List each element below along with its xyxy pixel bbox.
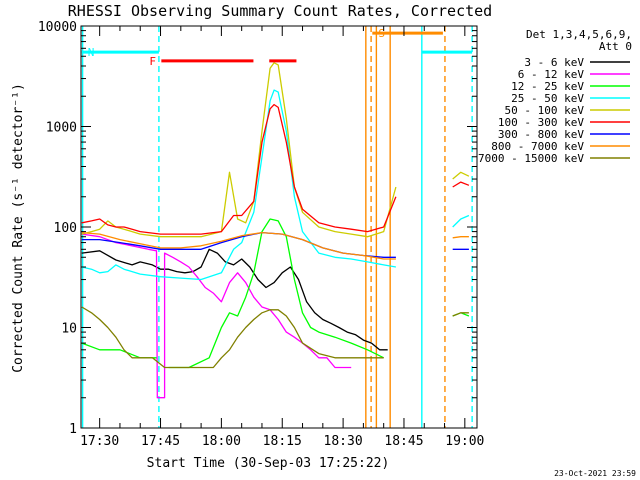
x-tick-label-3: 18:15 — [263, 434, 302, 449]
series-line-4-segment-0 — [81, 62, 397, 238]
y-tick-label-2: 100 — [54, 221, 77, 236]
legend-entry-label-8: 7000 - 15000 keV — [478, 152, 584, 165]
series-line-5-segment-1 — [452, 181, 470, 188]
marker-label-2: F — [149, 55, 156, 68]
marker-label-4: S — [378, 27, 385, 40]
x-tick-label-1: 17:45 — [141, 434, 180, 449]
series-group — [81, 62, 470, 399]
series-line-3-segment-1 — [452, 214, 470, 228]
x-tick-label-5: 18:45 — [384, 434, 423, 449]
x-tick-label-2: 18:00 — [202, 434, 241, 449]
legend-entry-label-0: 3 - 6 keV — [524, 56, 584, 69]
series-line-4-segment-1 — [452, 171, 470, 180]
series-line-3-segment-0 — [81, 89, 397, 281]
legend-entry-label-1: 6 - 12 keV — [518, 68, 585, 81]
y-tick-label-3: 1000 — [46, 121, 77, 136]
series-line-2-segment-1 — [168, 218, 384, 369]
legend-entry-label-2: 12 - 25 keV — [511, 80, 584, 93]
series-line-1-segment-0 — [81, 233, 352, 399]
x-axis-label: Start Time (30-Sep-03 17:25:22) — [147, 456, 390, 471]
series-line-7-segment-1 — [452, 236, 469, 239]
series-line-0-segment-0 — [81, 248, 388, 351]
x-tick-label-0: 17:30 — [80, 434, 119, 449]
plot-area: N F S 1 10 100 1000 10000 17:30 17:45 18:00 18:15 18… — [38, 20, 485, 449]
legend-entry-label-5: 100 - 300 keV — [498, 116, 584, 129]
legend-entry-label-6: 300 - 800 keV — [498, 128, 584, 141]
legend-title-line-1: Det 1,3,4,5,6,9, — [526, 28, 632, 41]
y-tick-label-1: 10 — [61, 322, 77, 337]
y-tick-label-4: 10000 — [38, 20, 77, 35]
legend-entry-label-7: 800 - 7000 keV — [491, 140, 584, 153]
series-line-7-segment-0 — [81, 231, 396, 260]
x-tick-label-4: 18:30 — [324, 434, 363, 449]
footer-timestamp: 23-Oct-2021 23:59 — [554, 469, 636, 478]
legend-title-line-2: Att 0 — [599, 40, 632, 53]
legend-entry-label-4: 50 - 100 keV — [505, 104, 585, 117]
y-tick-label-0: 1 — [69, 422, 77, 437]
marker-label-0: N — [88, 46, 95, 59]
series-line-8-segment-1 — [452, 312, 469, 317]
series-line-8-segment-0 — [81, 306, 384, 369]
x-tick-label-6: 19:00 — [445, 434, 484, 449]
chart-title: RHESSI Observing Summary Count Rates, Co… — [68, 2, 492, 20]
y-axis-label: Corrected Count Rate (s⁻¹ detector⁻¹) — [11, 83, 26, 373]
legend-entry-label-3: 25 - 50 keV — [511, 92, 584, 105]
series-line-5-segment-0 — [81, 103, 397, 235]
